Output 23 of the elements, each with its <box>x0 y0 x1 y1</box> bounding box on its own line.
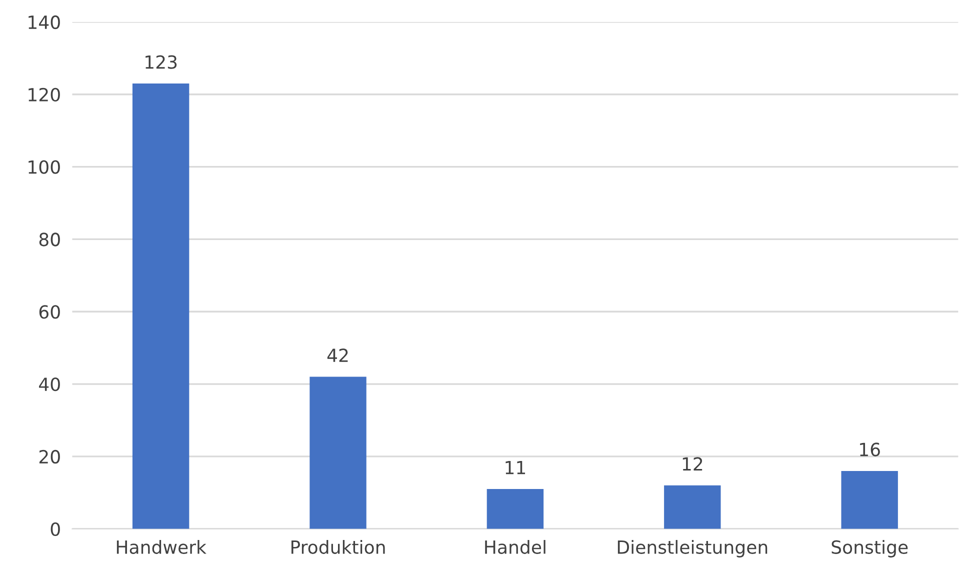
y-tick-label: 140 <box>28 15 60 30</box>
data-label: 42 <box>327 348 348 362</box>
x-tick-label: Dienstleistungen <box>618 540 768 558</box>
bar <box>664 485 721 529</box>
data-label: 123 <box>146 55 177 69</box>
data-label: 11 <box>506 461 526 474</box>
y-tick-label: 60 <box>39 305 60 319</box>
y-tick-label: 120 <box>28 88 60 102</box>
x-tick-label: Handwerk <box>116 540 206 554</box>
data-label: 16 <box>860 442 880 456</box>
y-tick-label: 100 <box>28 160 60 174</box>
x-tick-label: Handel <box>485 540 546 554</box>
y-tick-label: 40 <box>39 378 60 392</box>
y-tick-label: 0 <box>50 522 60 536</box>
bar <box>841 470 898 529</box>
bar <box>486 489 544 529</box>
x-tick-label: Sonstige <box>832 540 908 558</box>
bar <box>310 376 366 529</box>
bar <box>132 84 190 529</box>
y-tick-label: 20 <box>39 450 60 464</box>
data-label: 12 <box>682 457 702 471</box>
y-tick-label: 80 <box>39 232 60 246</box>
x-tick-label: Produktion <box>291 540 385 554</box>
